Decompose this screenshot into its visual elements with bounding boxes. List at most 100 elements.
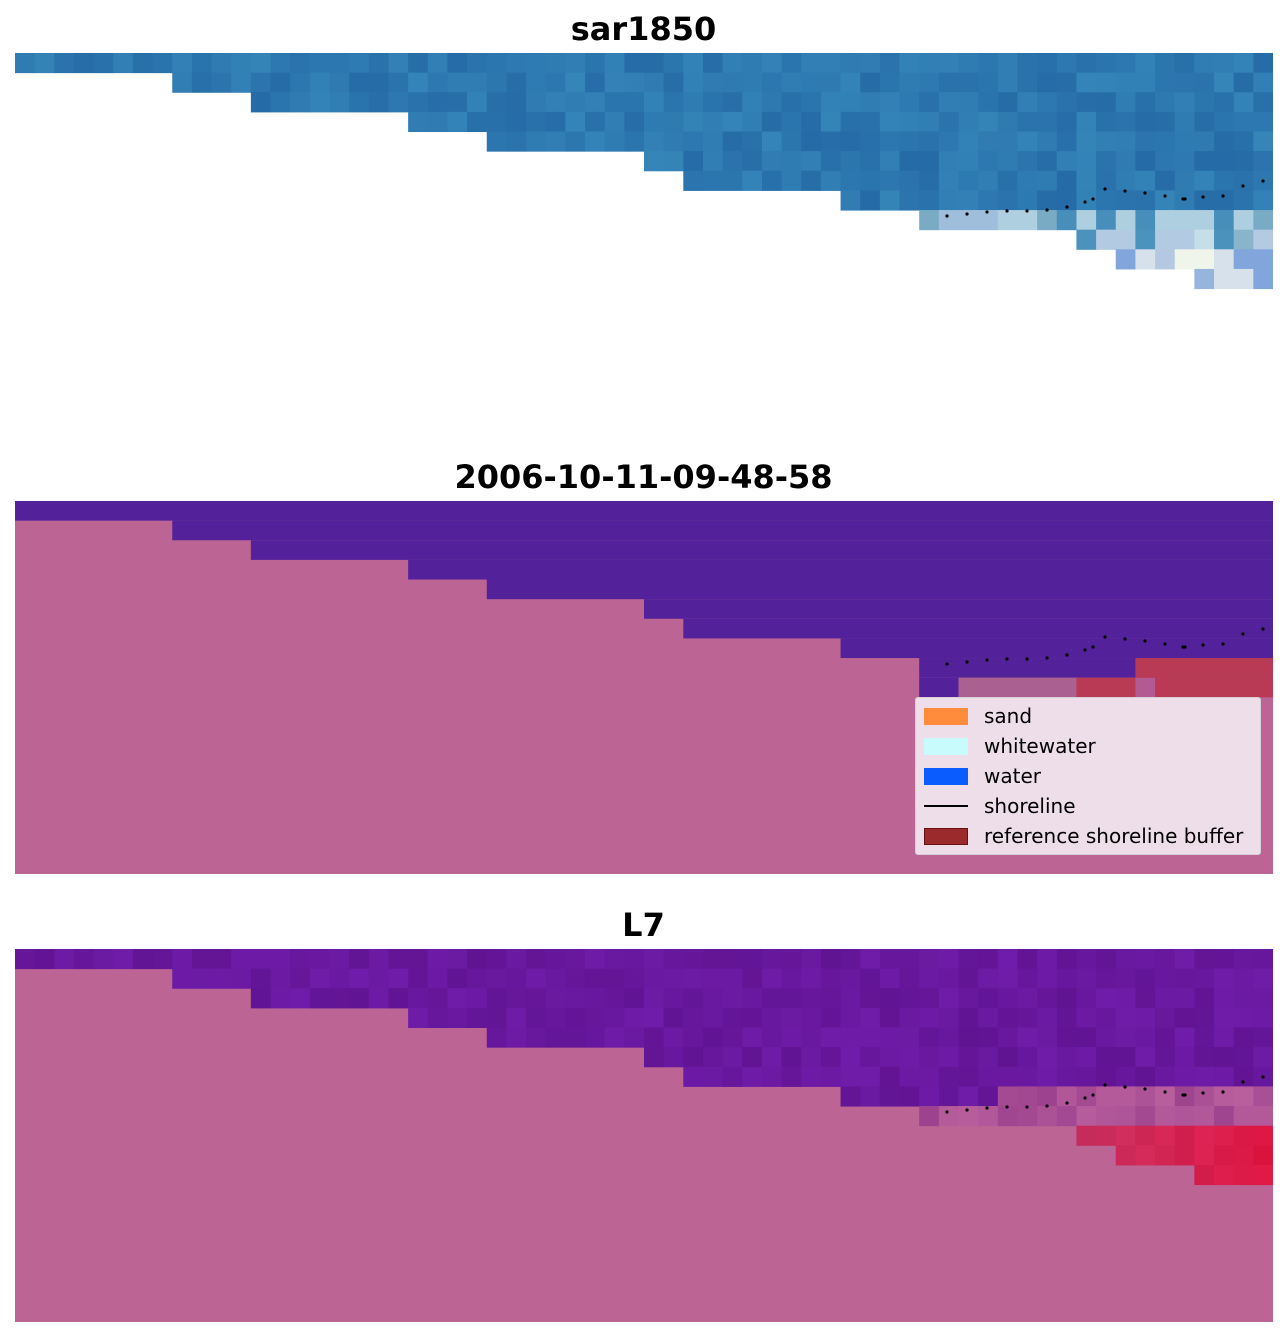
l7-pixel (73, 949, 95, 970)
l7-pixel (368, 949, 389, 970)
sar-pixel (604, 131, 625, 152)
l7-pixel (604, 949, 625, 970)
sar-pixel (1076, 111, 1097, 133)
l7-pixel (1115, 1106, 1136, 1127)
shoreline-point (1103, 187, 1107, 191)
sar-pixel (742, 53, 763, 74)
sar-pixel (899, 151, 920, 172)
l7-pixel (801, 949, 822, 970)
sar-pixel (1155, 72, 1176, 93)
l7-pixel (644, 949, 665, 970)
index-map-image (15, 949, 1273, 1322)
l7-pixel (1155, 1047, 1176, 1068)
sar-pixel (545, 92, 566, 113)
sar-pixel (644, 53, 665, 74)
sar-pixel (1096, 53, 1117, 74)
sar-pixel (997, 92, 1018, 113)
l7-pixel (270, 949, 291, 970)
l7-pixel (1076, 1047, 1097, 1068)
l7-pixel (1096, 949, 1117, 970)
sar-pixel (702, 92, 724, 113)
shoreline-point (1103, 635, 1107, 639)
l7-pixel (644, 988, 665, 1009)
sar-pixel (1174, 131, 1195, 152)
water-class-region (172, 520, 1273, 541)
shoreline-point (1123, 637, 1127, 641)
l7-pixel (1037, 1066, 1058, 1087)
shoreline-point (1201, 1091, 1205, 1095)
l7-pixel (820, 1047, 842, 1068)
l7-pixel (958, 1047, 979, 1068)
sar-pixel (801, 170, 822, 191)
satellite-image (15, 53, 1273, 290)
sar-pixel (1096, 92, 1117, 113)
l7-pixel (722, 1066, 743, 1087)
sar-pixel (702, 131, 724, 152)
l7-pixel (879, 1086, 901, 1107)
shoreline-point (1163, 642, 1167, 646)
l7-pixel (486, 1027, 507, 1048)
sar-pixel (1214, 151, 1235, 172)
sar-pixel (526, 92, 547, 113)
l7-pixel (152, 949, 173, 970)
shoreline-point (1261, 1075, 1265, 1079)
l7-pixel (1076, 968, 1097, 989)
sar-pixel (1194, 190, 1215, 211)
sar-pixel (467, 72, 488, 93)
l7-pixel (1076, 1086, 1097, 1107)
sar-pixel (624, 131, 645, 152)
sar-pixel (585, 72, 606, 93)
l7-pixel (978, 949, 999, 970)
l7-pixel (624, 949, 645, 970)
l7-pixel (1076, 1125, 1097, 1146)
sar-pixel (73, 53, 95, 74)
legend-label: reference shoreline buffer (984, 824, 1244, 848)
sar-pixel (565, 72, 586, 93)
sar-pixel (860, 72, 881, 93)
l7-pixel (879, 968, 901, 989)
sar-pixel (604, 92, 625, 113)
sar-pixel (663, 72, 684, 93)
sar-pixel (1155, 210, 1176, 231)
sar-pixel (1214, 72, 1235, 93)
sar-pixel (526, 72, 547, 93)
sar-pixel (585, 111, 606, 133)
sar-pixel (820, 170, 842, 191)
sar-pixel (978, 111, 999, 133)
sar-pixel (840, 72, 861, 93)
l7-pixel (1174, 1047, 1195, 1068)
l7-pixel (742, 968, 763, 989)
sar-pixel (1174, 72, 1195, 93)
l7-pixel (1115, 968, 1136, 989)
l7-pixel (1056, 1086, 1077, 1107)
sar-pixel (1115, 210, 1136, 231)
l7-pixel (1233, 1066, 1254, 1087)
sar-pixel (1056, 111, 1077, 133)
sar-pixel (1115, 92, 1136, 113)
sar-pixel (919, 53, 940, 74)
sar-pixel (1135, 249, 1156, 270)
sar-pixel (761, 111, 783, 133)
sar-pixel (486, 92, 507, 113)
l7-pixel (1174, 1007, 1195, 1029)
sar-pixel (938, 92, 959, 113)
sar-pixel (565, 92, 586, 113)
sar-pixel (408, 72, 429, 93)
l7-pixel (1253, 1145, 1273, 1166)
l7-pixel (1233, 1086, 1254, 1107)
l7-pixel (1155, 1145, 1176, 1166)
l7-pixel (408, 968, 429, 989)
shoreline-point (1221, 194, 1225, 198)
l7-pixel (565, 968, 586, 989)
l7-pixel (840, 1066, 861, 1087)
sar-pixel (329, 53, 350, 74)
sar-pixel (290, 53, 311, 74)
l7-pixel (1253, 949, 1273, 970)
l7-pixel (506, 1007, 527, 1029)
l7-pixel (801, 1027, 822, 1048)
sar-pixel (879, 92, 901, 113)
sar-pixel (938, 131, 959, 152)
sar-pixel (1233, 268, 1254, 290)
sar-pixel (1135, 190, 1156, 211)
l7-pixel (919, 1047, 940, 1068)
